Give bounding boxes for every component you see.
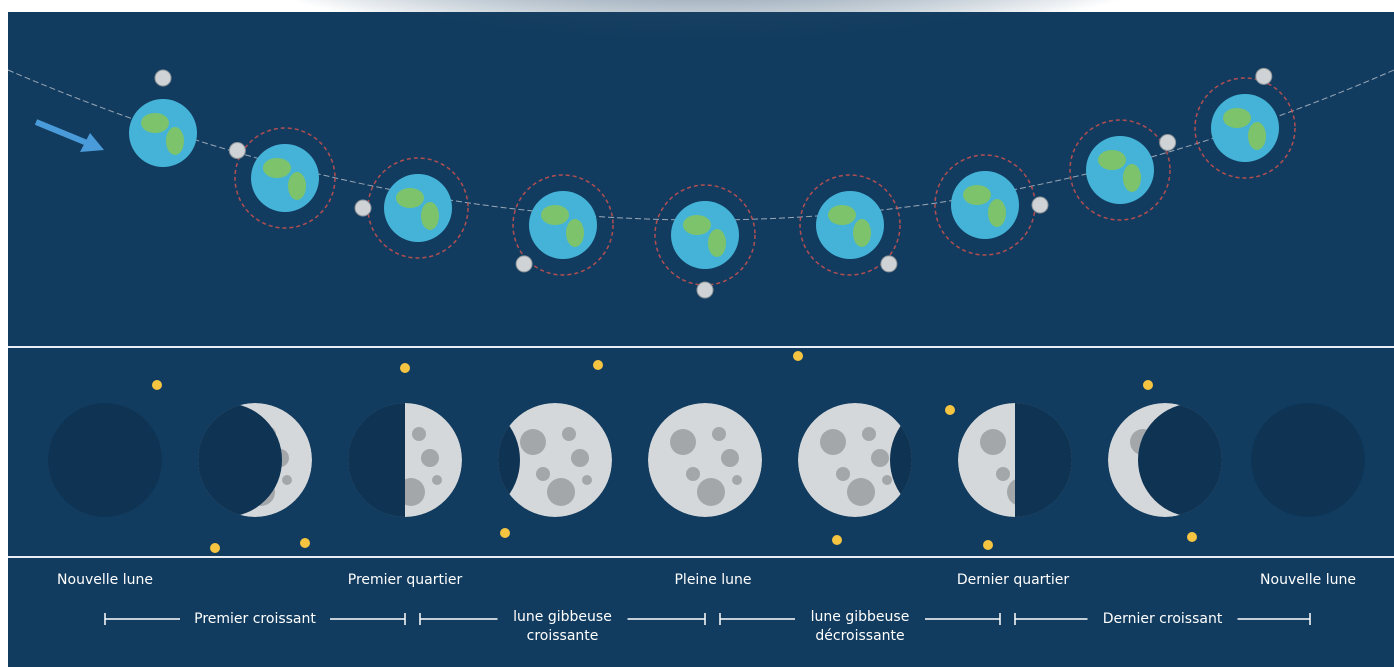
crater xyxy=(721,449,739,467)
star xyxy=(500,528,510,538)
land xyxy=(166,127,184,155)
crater xyxy=(980,429,1006,455)
moon-dark xyxy=(1251,403,1365,517)
moon xyxy=(881,256,897,272)
land xyxy=(141,113,169,133)
phase-label: Dernier quartier xyxy=(957,572,1070,588)
crater xyxy=(686,467,700,481)
land xyxy=(1223,108,1251,128)
moon xyxy=(1256,68,1272,84)
interval-label: croissante xyxy=(527,628,599,644)
land xyxy=(288,172,306,200)
moon xyxy=(1160,135,1176,151)
moon xyxy=(229,143,245,159)
land xyxy=(683,215,711,235)
crater xyxy=(520,429,546,455)
moon xyxy=(516,256,532,272)
land xyxy=(421,202,439,230)
phase-label: Pleine lune xyxy=(674,572,751,588)
crater xyxy=(547,478,575,506)
moon-phase xyxy=(48,403,162,517)
crater xyxy=(862,427,876,441)
earth xyxy=(1211,94,1279,162)
star xyxy=(210,543,220,553)
land xyxy=(263,158,291,178)
star xyxy=(793,351,803,361)
land xyxy=(988,199,1006,227)
star xyxy=(945,405,955,415)
moon-phases-diagram: Nouvelle lune Premier quartier Pleine lune… xyxy=(0,0,1394,667)
land xyxy=(853,219,871,247)
interval-label: Premier croissant xyxy=(194,611,316,627)
crater xyxy=(421,449,439,467)
crater xyxy=(847,478,875,506)
crater xyxy=(670,429,696,455)
star xyxy=(300,538,310,548)
crater xyxy=(432,475,442,485)
crater xyxy=(571,449,589,467)
moon-phase xyxy=(1251,403,1365,517)
star xyxy=(400,363,410,373)
land xyxy=(1098,150,1126,170)
phase-label: Premier quartier xyxy=(348,572,463,588)
interval-label: Dernier croissant xyxy=(1103,611,1223,627)
moon xyxy=(1032,197,1048,213)
moon-phase xyxy=(348,403,462,517)
land xyxy=(541,205,569,225)
star xyxy=(832,535,842,545)
earth xyxy=(1086,136,1154,204)
star xyxy=(983,540,993,550)
earth xyxy=(384,174,452,242)
earth xyxy=(816,191,884,259)
land xyxy=(1248,122,1266,150)
star xyxy=(152,380,162,390)
phase-label: Nouvelle lune xyxy=(1260,572,1356,588)
moon-phase xyxy=(958,403,1072,517)
earth xyxy=(671,201,739,269)
earth xyxy=(129,99,197,167)
moon xyxy=(155,70,171,86)
crater xyxy=(712,427,726,441)
crater xyxy=(882,475,892,485)
earth xyxy=(251,144,319,212)
moon xyxy=(355,200,371,216)
star xyxy=(593,360,603,370)
interval-label: lune gibbeuse xyxy=(513,609,612,625)
crater xyxy=(836,467,850,481)
interval-label: lune gibbeuse xyxy=(811,609,910,625)
land xyxy=(1123,164,1141,192)
moon-phase xyxy=(648,403,762,517)
land xyxy=(396,188,424,208)
crater xyxy=(412,427,426,441)
land xyxy=(963,185,991,205)
star xyxy=(1187,532,1197,542)
crater xyxy=(732,475,742,485)
crater xyxy=(536,467,550,481)
crater xyxy=(582,475,592,485)
crater xyxy=(871,449,889,467)
crater xyxy=(820,429,846,455)
crater xyxy=(996,467,1010,481)
moon-dark xyxy=(48,403,162,517)
earth xyxy=(529,191,597,259)
star xyxy=(1143,380,1153,390)
crater xyxy=(282,475,292,485)
crater xyxy=(562,427,576,441)
interval-label: décroissante xyxy=(815,628,904,644)
earth xyxy=(951,171,1019,239)
land xyxy=(566,219,584,247)
phase-label: Nouvelle lune xyxy=(57,572,153,588)
crater xyxy=(697,478,725,506)
moon xyxy=(697,282,713,298)
land xyxy=(708,229,726,257)
land xyxy=(828,205,856,225)
